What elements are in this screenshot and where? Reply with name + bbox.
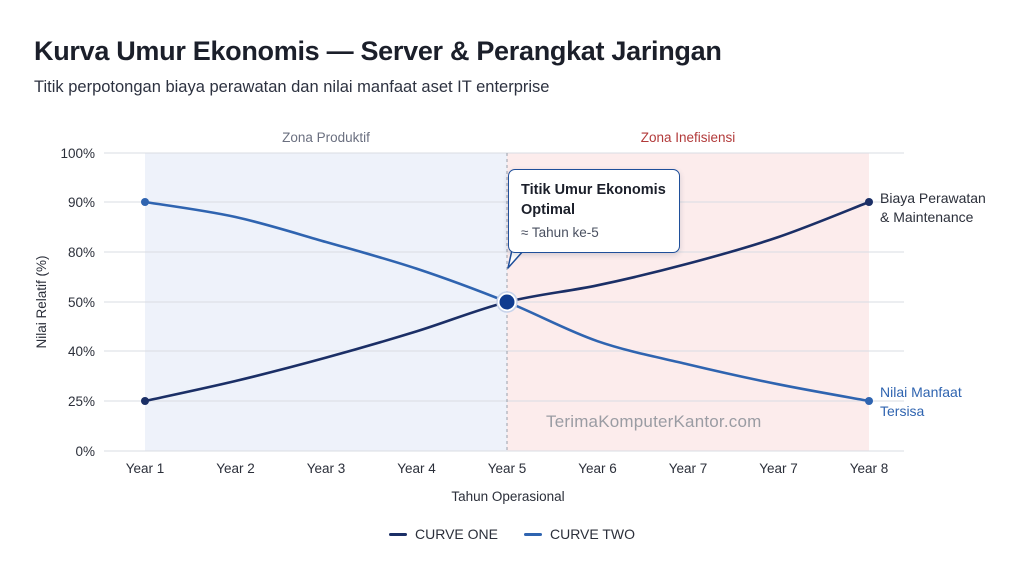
series-0-point (865, 198, 873, 206)
y-tick-label: 0% (75, 444, 95, 459)
y-axis-label: Nilai Relatif (%) (34, 255, 49, 348)
watermark: TerimaKomputerKantor.com (546, 412, 762, 431)
legend: CURVE ONE CURVE TWO (0, 526, 1024, 542)
legend-item-curve-one[interactable]: CURVE ONE (388, 526, 498, 542)
series-end-label-0: & Maintenance (880, 209, 974, 225)
chart-subtitle: Titik perpotongan biaya perawatan dan ni… (34, 78, 550, 96)
callout-title: Titik Umur Ekonomis Optimal (521, 182, 666, 218)
x-tick-label: Year 5 (488, 461, 527, 476)
x-tick-label: Year 1 (126, 461, 165, 476)
zone-label-1: Zona Inefisiensi (641, 130, 736, 145)
legend-item-curve-two[interactable]: CURVE TWO (523, 526, 636, 542)
gridlines (104, 152, 904, 452)
labels-layer: Zona Produktif Zona Inefisiensi 0% 25% 40% 50… (34, 130, 986, 504)
series-0-point (141, 397, 149, 405)
y-tick-label: 80% (68, 245, 95, 260)
zone-label-0: Zona Produktif (282, 130, 370, 145)
series-end-label-0: Biaya Perawatan (880, 190, 986, 206)
x-tick-label: Year 6 (578, 461, 617, 476)
y-tick-label: 40% (68, 344, 95, 359)
legend-swatch-curve-two (523, 532, 542, 536)
callout-subtitle: ≈ Tahun ke-5 (521, 225, 599, 240)
y-tick-label: 50% (68, 295, 95, 310)
x-tick-label: Year 8 (850, 461, 889, 476)
y-tick-label: 100% (60, 146, 95, 161)
x-tick-label: Year 7 (759, 461, 798, 476)
series-1-point (141, 198, 149, 206)
legend-label-curve-one: CURVE ONE (414, 526, 498, 542)
series-end-label-1: Nilai Manfaat (880, 384, 962, 400)
optimal-point-callout: Titik Umur Ekonomis Optimal ≈ Tahun ke-5 (508, 169, 680, 253)
chart-title: Kurva Umur Ekonomis — Server & Perangkat… (34, 36, 722, 66)
y-tick-label: 90% (68, 195, 95, 210)
x-tick-label: Year 4 (397, 461, 436, 476)
series-1-point (865, 397, 873, 405)
series-end-label-1: Tersisa (880, 403, 925, 419)
legend-swatch-curve-one (388, 532, 407, 536)
x-tick-label: Year 3 (307, 461, 346, 476)
y-tick-label: 25% (68, 394, 95, 409)
series-layer (141, 198, 873, 405)
x-tick-label: Year 2 (216, 461, 255, 476)
intersection-marker (499, 294, 515, 310)
x-axis-label: Tahun Operasional (451, 489, 564, 504)
x-tick-label: Year 7 (669, 461, 708, 476)
legend-label-curve-two: CURVE TWO (549, 526, 636, 542)
